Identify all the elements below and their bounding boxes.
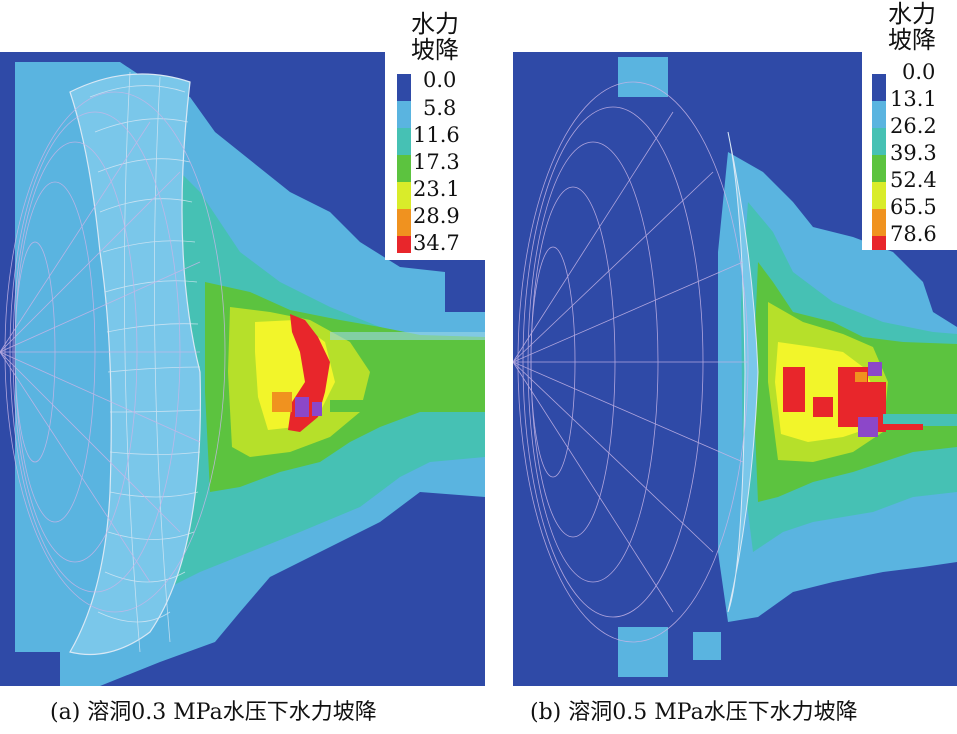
panel-a-legend-swatch-4	[397, 182, 411, 209]
panel-a-legend: 水力 坡降 0.0 5.8 11.6 17.3 23.1 28.9 34.7	[385, 10, 485, 260]
panel-b-legend: 水力 坡降 0.0 13.1 26.2 39.3 52.4 65.5 78.6	[862, 0, 957, 250]
panel-a-legend-swatch-3	[397, 155, 411, 182]
panel-b-legend-swatch-6	[872, 236, 886, 250]
panel-a-legend-swatch-1	[397, 101, 411, 128]
panel-b-legend-value-6: 78.6	[890, 222, 937, 246]
panel-a-legend-swatch-6	[397, 236, 411, 253]
panel-b-legend-swatch-3	[872, 155, 886, 182]
panel-a-caption: (a) 溶洞0.3 MPa水压下水力坡降	[50, 700, 377, 725]
panel-a-legend-swatch-5	[397, 209, 411, 236]
panel-a-legend-value-3: 17.3	[413, 150, 460, 174]
panel-b-legend-swatch-0	[872, 74, 886, 101]
panel-b-legend-value-4: 52.4	[890, 168, 937, 192]
panel-b-contour-plot	[513, 52, 957, 686]
panel-b-legend-swatch-5	[872, 209, 886, 236]
panel-b-caption: (b) 溶洞0.5 MPa水压下水力坡降	[530, 700, 858, 725]
panel-b-legend-value-5: 65.5	[890, 195, 937, 219]
panel-b-legend-swatch-2	[872, 128, 886, 155]
panel-b-legend-title-line1: 水力	[888, 0, 936, 28]
panel-a-legend-value-0: 0.0	[423, 68, 457, 92]
panel-b-legend-value-0: 0.0	[902, 60, 936, 84]
panel-a-legend-swatch-0	[397, 74, 411, 101]
panel-a-legend-value-6: 34.7	[413, 231, 460, 255]
panel-b-legend-swatch-1	[872, 101, 886, 128]
panel-b-legend-value-1: 13.1	[890, 87, 937, 111]
panel-a-legend-title-line2: 坡降	[411, 36, 459, 64]
panel-a-legend-value-2: 11.6	[413, 123, 460, 147]
panel-a-legend-value-4: 23.1	[413, 177, 460, 201]
panel-a-legend-value-1: 5.8	[423, 96, 457, 120]
panel-a-legend-value-5: 28.9	[413, 204, 460, 228]
panel-b-legend-value-2: 26.2	[890, 114, 937, 138]
panel-b-legend-title-line2: 坡降	[888, 26, 936, 54]
panel-a-legend-swatch-2	[397, 128, 411, 155]
panel-b-legend-value-3: 39.3	[890, 141, 937, 165]
panel-b-legend-swatch-4	[872, 182, 886, 209]
panel-a-legend-title-line1: 水力	[411, 10, 459, 38]
